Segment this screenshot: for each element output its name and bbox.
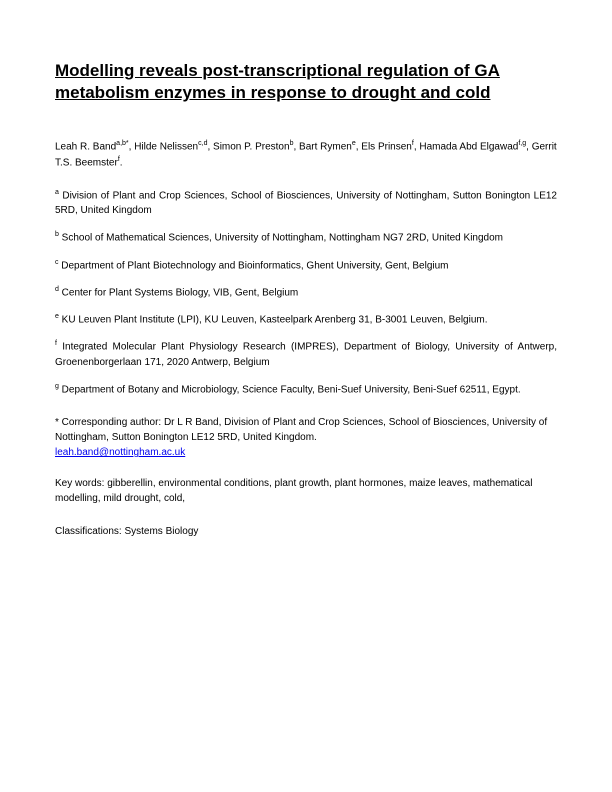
author-name: , Hilde Nelissen: [129, 142, 198, 153]
paper-title: Modelling reveals post-transcriptional r…: [55, 60, 557, 104]
affiliation-a: a Division of Plant and Crop Sciences, S…: [55, 188, 557, 218]
keywords: Key words: gibberellin, environmental co…: [55, 476, 557, 506]
author-period: .: [120, 157, 123, 168]
author-name: , Simon P. Preston: [207, 142, 289, 153]
affiliation-d: d Center for Plant Systems Biology, VIB,…: [55, 285, 557, 300]
affiliation-g: g Department of Botany and Microbiology,…: [55, 382, 557, 397]
author-name: Leah R. Band: [55, 142, 116, 153]
affiliation-f: f Integrated Molecular Plant Physiology …: [55, 339, 557, 369]
author-name: , Els Prinsen: [356, 142, 412, 153]
author-name: , Hamada Abd Elgawad: [414, 142, 519, 153]
affil-text: Center for Plant Systems Biology, VIB, G…: [59, 287, 298, 298]
affiliation-c: c Department of Plant Biotechnology and …: [55, 258, 557, 273]
affil-text: KU Leuven Plant Institute (LPI), KU Leuv…: [59, 314, 488, 325]
affil-text: Department of Plant Biotechnology and Bi…: [59, 260, 449, 271]
affiliation-b: b School of Mathematical Sciences, Unive…: [55, 230, 557, 245]
author-affil-sup: a,b*: [116, 140, 128, 147]
author-name: , Bart Rymen: [293, 142, 351, 153]
corresponding-author: * Corresponding author: Dr L R Band, Div…: [55, 415, 557, 445]
author-affil-sup: f,g: [518, 140, 526, 147]
affil-text: Integrated Molecular Plant Physiology Re…: [55, 342, 557, 368]
affil-text: Department of Botany and Microbiology, S…: [59, 384, 521, 395]
authors-list: Leah R. Banda,b*, Hilde Nelissenc,d, Sim…: [55, 139, 557, 170]
email-link[interactable]: leah.band@nottingham.ac.uk: [55, 447, 557, 458]
classifications: Classifications: Systems Biology: [55, 524, 557, 539]
affiliation-e: e KU Leuven Plant Institute (LPI), KU Le…: [55, 312, 557, 327]
affil-text: School of Mathematical Sciences, Univers…: [59, 233, 503, 244]
affil-text: Division of Plant and Crop Sciences, Sch…: [55, 190, 557, 216]
